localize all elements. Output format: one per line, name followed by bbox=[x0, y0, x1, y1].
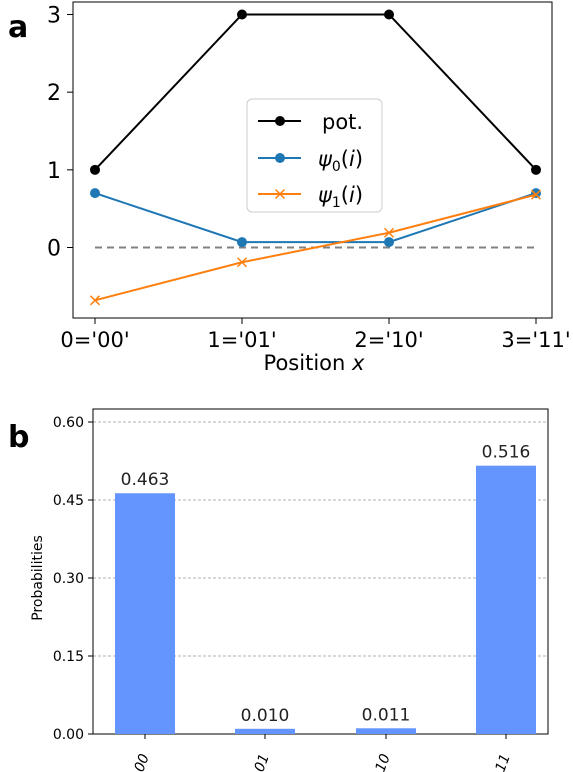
plot-frame bbox=[92, 408, 549, 735]
data-point bbox=[237, 237, 247, 248]
data-point bbox=[384, 9, 394, 20]
data-point bbox=[531, 188, 541, 199]
x-tick-label: 2='10' bbox=[354, 328, 423, 352]
y-tick-label: 0.15 bbox=[53, 649, 84, 665]
y-tick-label: 0 bbox=[47, 237, 61, 262]
y-tick-label: 0.60 bbox=[53, 415, 84, 431]
legend-label: ψ1(i) bbox=[318, 183, 363, 211]
x-marker-stroke bbox=[89, 295, 101, 306]
y-tick-label: 0.45 bbox=[53, 493, 84, 509]
x-tick-label: 1='01' bbox=[207, 328, 276, 352]
legend-swatch-marker bbox=[275, 116, 285, 126]
x-tick-label: 11 bbox=[493, 752, 514, 772]
line-chart: 0 1 2 3 0='00' 1='01' 2='10' 3='11' Position x bbox=[47, 1, 571, 375]
data-point bbox=[531, 164, 541, 175]
legend-label: ψ0(i) bbox=[318, 147, 363, 175]
x-tick-label: 0='00' bbox=[60, 328, 129, 352]
bar-01 bbox=[235, 728, 295, 734]
y-tick-label: 0.00 bbox=[53, 727, 84, 743]
panel-a-label: a bbox=[8, 10, 28, 45]
bar-value-label: 0.011 bbox=[362, 705, 411, 725]
x-tick-label: 3='11' bbox=[501, 328, 570, 352]
series-line-2 bbox=[94, 193, 537, 302]
plot-frame bbox=[72, 1, 553, 319]
y-tick-label: 0.30 bbox=[53, 571, 84, 587]
x-axis-label: Position x bbox=[264, 351, 365, 375]
data-point bbox=[383, 227, 395, 238]
x-tick-label: 10 bbox=[373, 752, 394, 772]
legend: pot. ψ0(i) ψ1(i) bbox=[246, 98, 383, 213]
bar-value-label: 0.516 bbox=[482, 443, 531, 463]
legend-swatch-marker bbox=[274, 188, 286, 200]
x-marker-stroke bbox=[530, 189, 542, 200]
legend-label: pot. bbox=[322, 110, 363, 134]
legend-box bbox=[246, 98, 383, 213]
bar-value-label: 0.010 bbox=[241, 706, 290, 726]
x-tick-label: 00 bbox=[132, 752, 153, 772]
data-point bbox=[90, 188, 100, 199]
data-point bbox=[236, 257, 248, 268]
data-point bbox=[89, 295, 101, 306]
x-marker-stroke bbox=[236, 257, 248, 268]
data-point bbox=[90, 164, 100, 175]
y-tick-label: 1 bbox=[47, 159, 61, 184]
bar-chart: 0.00 0.15 0.30 0.45 0.60 Probabilities 0.463 00… bbox=[30, 408, 549, 772]
series-line-0 bbox=[94, 13, 537, 171]
x-tick-label: 01 bbox=[252, 752, 273, 772]
x-marker-stroke bbox=[383, 227, 395, 238]
bar-value-label: 0.463 bbox=[121, 470, 170, 490]
bar-10 bbox=[356, 728, 416, 734]
y-tick-label: 2 bbox=[47, 81, 61, 106]
y-axis-label: Probabilities bbox=[30, 535, 46, 621]
y-tick-label: 3 bbox=[47, 4, 61, 29]
series-line-1 bbox=[94, 192, 537, 244]
data-point bbox=[530, 189, 542, 200]
bar-00 bbox=[115, 493, 175, 734]
data-point bbox=[384, 237, 394, 248]
data-point bbox=[237, 9, 247, 20]
legend-swatch-marker bbox=[275, 153, 285, 163]
panel-b-label: b bbox=[8, 420, 29, 455]
bar-11 bbox=[476, 465, 536, 734]
